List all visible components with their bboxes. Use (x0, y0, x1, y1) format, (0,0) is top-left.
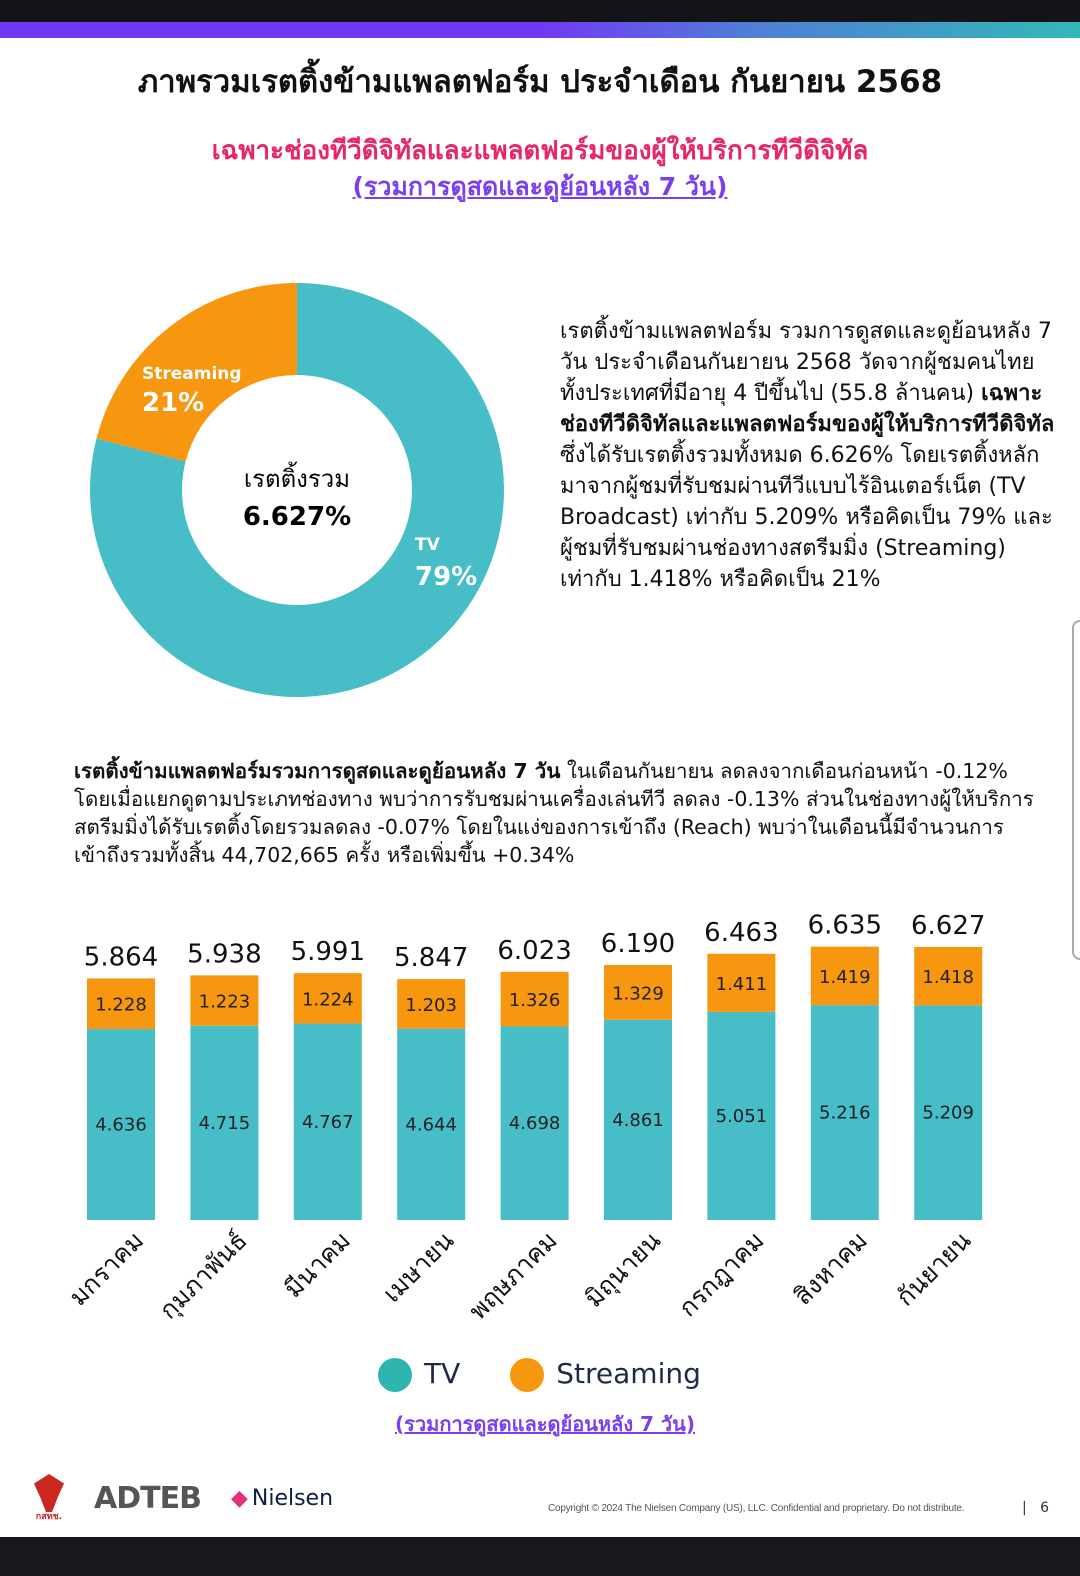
donut-slice-streaming (96, 283, 297, 462)
bar-streaming (87, 978, 155, 1029)
bar-label-streaming: 1.329 (612, 983, 664, 1004)
bar-label-tv: 5.216 (819, 1103, 871, 1124)
legend-tv-label: TV (424, 1357, 461, 1390)
donut-slice-tv (89, 283, 504, 698)
bar-label-streaming: 1.326 (509, 990, 561, 1011)
description-bold: เฉพาะช่องทีวีดิจิทัลและแพลตฟอร์มของผู้ให… (560, 381, 1055, 437)
bar-total-label: 5.938 (187, 939, 261, 969)
subtitle-note: (รวมการดูสดและดูย้อนหลัง 7 วัน) (352, 172, 728, 201)
bar-streaming (500, 971, 569, 1027)
nielsen-logo: ◆ Nielsen (231, 1486, 333, 1511)
bottom-bar (0, 1537, 1080, 1576)
tv-dot-icon (378, 1358, 412, 1392)
garuda-icon (34, 1474, 64, 1512)
bar-label-streaming: 1.203 (405, 995, 457, 1016)
bar-total-label: 5.991 (291, 937, 365, 967)
nbtc-logo: กสทช. (34, 1474, 64, 1523)
category-label: มกราคม (63, 1226, 149, 1312)
category-label: เมษายน (377, 1226, 459, 1308)
bar-streaming (190, 975, 259, 1026)
bar-label-streaming: 1.228 (95, 995, 147, 1016)
category-label: กันยายน (890, 1226, 976, 1312)
bar-label-streaming: 1.418 (922, 967, 974, 988)
slice-name-streaming: Streaming (142, 364, 242, 384)
slice-percent-tv: 79% (415, 562, 477, 592)
category-label: มิถุนายน (579, 1226, 667, 1314)
bar-label-tv: 4.636 (95, 1114, 147, 1135)
bar-tv (397, 1028, 466, 1220)
chart-note: (รวมการดูสดและดูย้อนหลัง 7 วัน) (395, 1412, 695, 1436)
bar-label-tv: 5.209 (922, 1103, 974, 1124)
summary-bold: เรตติ้งข้ามแพลตฟอร์มรวมการดูสดและดูย้อนห… (74, 759, 561, 783)
bar-total-label: 6.627 (911, 911, 985, 941)
bar-tv (500, 1026, 569, 1220)
bar-label-tv: 4.767 (302, 1112, 354, 1133)
slice-name-tv: TV (415, 535, 441, 555)
summary-paragraph: เรตติ้งข้ามแพลตฟอร์มรวมการดูสดและดูย้อนห… (74, 757, 1034, 869)
bar-total-label: 6.635 (808, 911, 882, 941)
bar-label-streaming: 1.224 (302, 989, 354, 1010)
donut-center-label: เรตติ้งรวม (244, 461, 350, 493)
bar-label-tv: 4.698 (509, 1113, 561, 1134)
bar-tv (190, 1025, 259, 1220)
category-label: สิงหาคม (788, 1226, 873, 1311)
bar-streaming (604, 964, 672, 1020)
legend-tv: TV (378, 1356, 460, 1392)
adteb-logo: ADTEB (94, 1481, 202, 1516)
slice-percent-streaming: 21% (142, 388, 204, 418)
legend-streaming-label: Streaming (556, 1357, 701, 1390)
bar-label-streaming: 1.411 (716, 974, 768, 995)
bar-total-label: 5.847 (394, 943, 468, 973)
bar-streaming (810, 946, 879, 1006)
bar-streaming (293, 973, 362, 1024)
page-number: | 6 (1022, 1500, 1049, 1516)
bar-streaming (707, 953, 776, 1012)
bar-streaming (914, 946, 983, 1006)
page-number-value: 6 (1040, 1500, 1049, 1516)
footer-logos: กสทช. ADTEB ◆ Nielsen (34, 1474, 333, 1523)
top-bar (0, 0, 1080, 22)
bar-label-tv: 4.715 (199, 1113, 251, 1134)
bar-label-tv: 4.861 (612, 1110, 664, 1131)
bar-label-streaming: 1.419 (819, 967, 871, 988)
bar-tv (810, 1005, 879, 1220)
bar-chart: 4.636 1.228 5.864 มกราคม 4.715 1.223 5.938 กุมภ… (63, 911, 985, 1326)
bar-total-label: 6.190 (601, 929, 675, 959)
donut-center-value: 6.627% (243, 502, 351, 532)
legend-streaming: Streaming (510, 1356, 701, 1392)
bar-tv (707, 1011, 776, 1220)
bar-tv (293, 1023, 362, 1220)
bar-tv (87, 1028, 155, 1220)
bar-label-tv: 5.051 (716, 1106, 768, 1127)
bar-label-tv: 4.644 (405, 1114, 457, 1135)
nbtc-logo-text: กสทช. (35, 1512, 63, 1522)
category-label: มีนาคม (278, 1226, 356, 1304)
header-gradient-band (0, 22, 1080, 38)
page-title: ภาพรวมเรตติ้งข้ามแพลตฟอร์ม ประจำเดือน กั… (137, 64, 943, 100)
bar-total-label: 6.463 (704, 918, 778, 948)
nielsen-mark-icon: ◆ (230, 1486, 248, 1511)
legend: TV Streaming (378, 1356, 701, 1392)
streaming-dot-icon (510, 1358, 545, 1392)
bar-total-label: 6.023 (497, 936, 571, 966)
subtitle: เฉพาะช่องทีวีดิจิทัลและแพลตฟอร์มของผู้ให… (211, 136, 869, 166)
donut-chart: TV 79% Streaming 21% เรตติ้งรวม 6.627% (89, 283, 504, 698)
bar-total-label: 5.864 (84, 942, 158, 972)
category-label: กุมภาพันธ์ (154, 1226, 254, 1326)
nielsen-logo-text: Nielsen (251, 1486, 334, 1511)
category-label: กรกฎาคม (673, 1226, 770, 1323)
summary-text: ในเดือนกันยายน ลดลงจากเดือนก่อนหน้า -0.1… (74, 759, 1034, 867)
description-text-2: ซึ่งได้รับเรตติ้งรวมทั้งหมด 6.626% โดยเร… (560, 443, 1053, 592)
category-label: พฤษภาคม (463, 1226, 563, 1326)
copyright: Copyright © 2024 The Nielsen Company (US… (548, 1503, 965, 1514)
bar-label-streaming: 1.223 (199, 992, 251, 1013)
description: เรตติ้งข้ามแพลตฟอร์ม รวมการดูสดและดูย้อน… (560, 316, 1055, 595)
bar-tv (914, 1005, 983, 1220)
side-scroll-handle[interactable] (1072, 620, 1080, 960)
bar-streaming (397, 979, 466, 1029)
description-text: เรตติ้งข้ามแพลตฟอร์ม รวมการดูสดและดูย้อน… (560, 319, 1052, 406)
bar-tv (604, 1019, 672, 1220)
